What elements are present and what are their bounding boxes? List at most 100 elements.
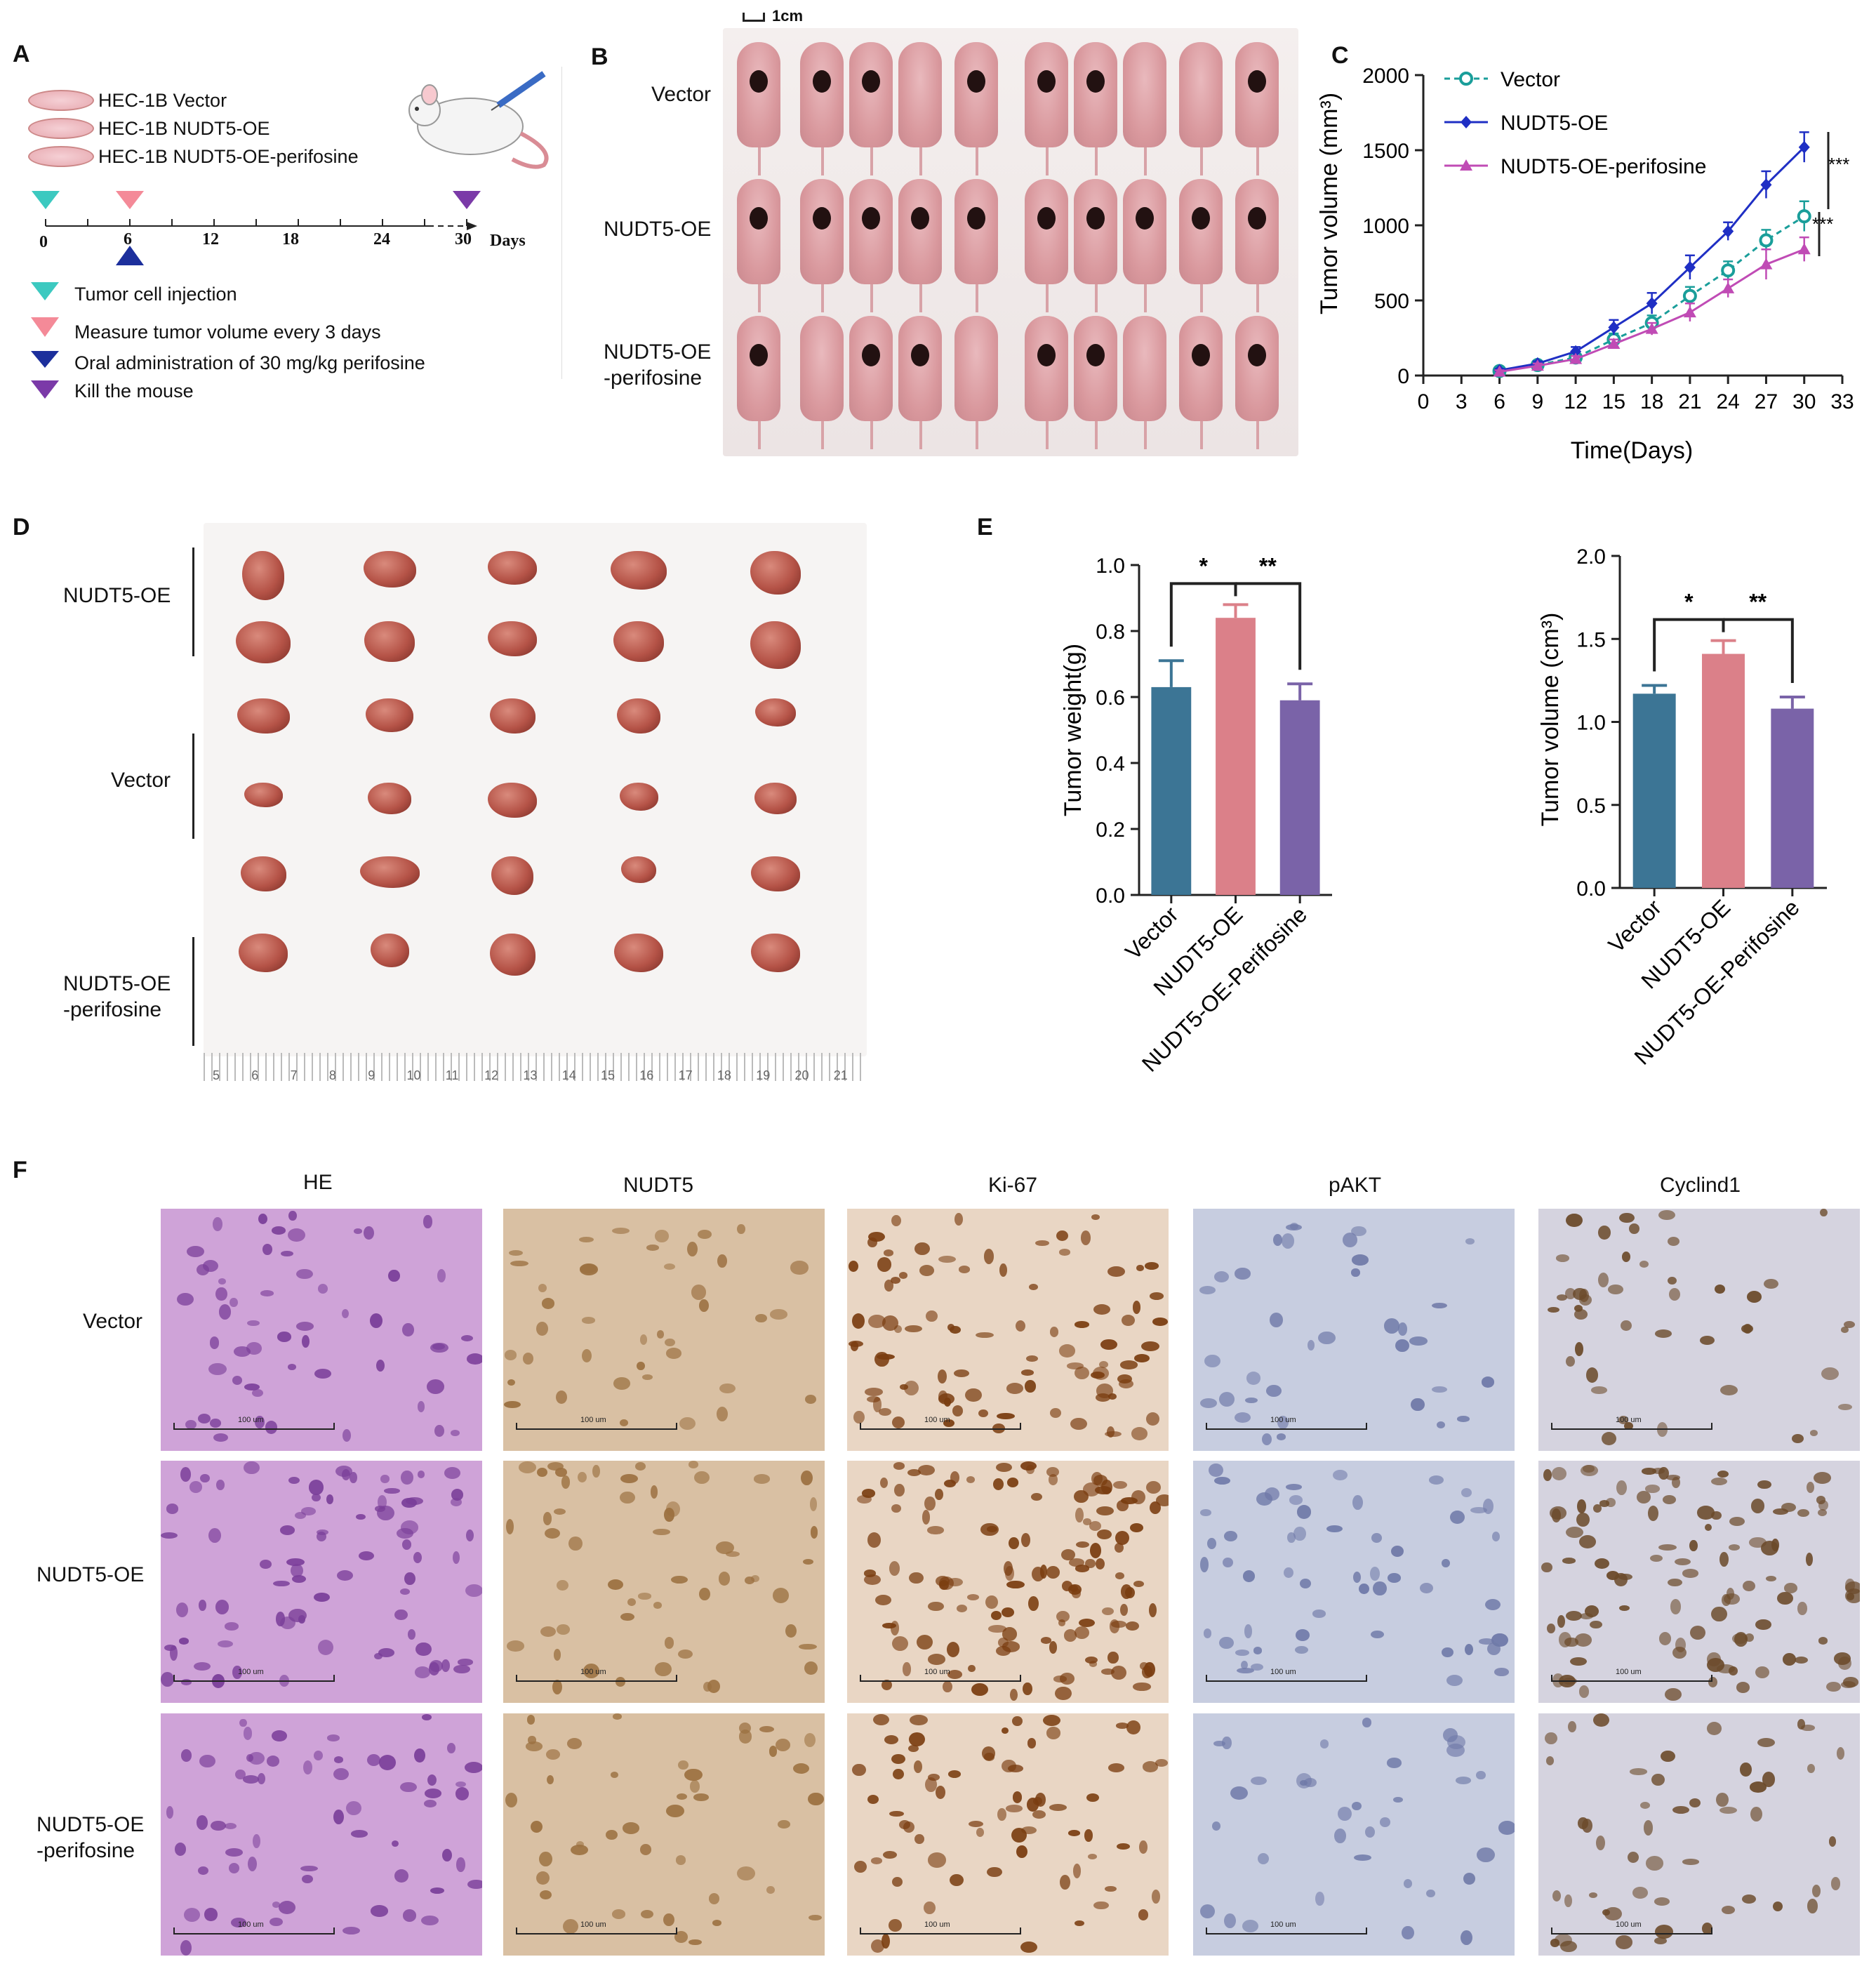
cell-nucleus xyxy=(508,1250,524,1256)
cell-nucleus xyxy=(1326,1525,1343,1532)
mouse xyxy=(1179,316,1223,421)
mouse xyxy=(954,179,998,284)
cell-nucleus xyxy=(938,1255,957,1263)
cell-nucleus xyxy=(1295,1629,1310,1641)
cell-nucleus xyxy=(995,1462,1012,1472)
cell-nucleus xyxy=(547,1462,564,1471)
cell-nucleus xyxy=(353,1228,363,1235)
cell-nucleus xyxy=(1743,1580,1756,1592)
cell-nucleus xyxy=(908,1744,919,1752)
cell-nucleus xyxy=(1837,1747,1845,1760)
cell-nucleus xyxy=(1138,1909,1148,1920)
ruler-tick-label: 6 xyxy=(251,1068,259,1082)
cell-nucleus xyxy=(402,1323,414,1336)
cell-nucleus xyxy=(180,1749,192,1762)
cell-nucleus xyxy=(1089,1661,1097,1667)
cell-nucleus xyxy=(288,1228,306,1242)
cell-nucleus xyxy=(1719,1551,1729,1567)
d-group-bracket xyxy=(192,937,194,1046)
cell-nucleus xyxy=(880,1478,889,1489)
cell-nucleus xyxy=(1619,1605,1630,1611)
row-label-perifosine-2: -perifosine xyxy=(604,366,703,390)
cell-nucleus xyxy=(402,1909,417,1922)
cell-nucleus xyxy=(539,1852,552,1867)
scale-bar xyxy=(860,1675,1021,1682)
cell-nucleus xyxy=(421,1714,432,1721)
cell-nucleus xyxy=(1218,1392,1235,1407)
cell-nucleus xyxy=(1654,1897,1670,1906)
mouse xyxy=(1025,42,1068,147)
cell-nucleus xyxy=(1498,1821,1515,1835)
cell-nucleus xyxy=(1078,1618,1096,1627)
c-data-point xyxy=(1760,178,1772,192)
ihc-image: 100 um xyxy=(161,1713,482,1956)
c-legend-label: NUDT5-OE-perifosine xyxy=(1501,155,1706,178)
cell-nucleus xyxy=(413,1551,423,1563)
c-legend-marker xyxy=(1460,159,1472,171)
cell-nucleus xyxy=(1717,1471,1729,1478)
cell-nucleus xyxy=(1632,1887,1648,1899)
ihc-image: 100 um xyxy=(1193,1713,1515,1956)
cell-nucleus xyxy=(1479,1638,1495,1645)
cell-nucleus xyxy=(639,1334,648,1345)
cell-nucleus xyxy=(715,1541,734,1554)
ihc-image: 100 um xyxy=(847,1209,1169,1451)
cell-nucleus xyxy=(922,1510,931,1525)
cell-nucleus xyxy=(1658,1210,1675,1221)
cell-nucleus xyxy=(935,1575,950,1587)
cell-nucleus xyxy=(581,1317,596,1324)
cell-nucleus xyxy=(1002,1627,1018,1641)
e-bar xyxy=(1216,618,1256,895)
cell-nucleus xyxy=(1716,1792,1729,1807)
cell-nucleus xyxy=(947,1770,962,1779)
cell-nucleus xyxy=(272,1730,287,1741)
cell-nucleus xyxy=(420,1915,439,1926)
excised-tumor xyxy=(366,698,413,732)
c-y-tick-label: 1000 xyxy=(1362,215,1409,238)
cell-nucleus xyxy=(956,1605,968,1613)
ihc-image: 100 um xyxy=(1193,1209,1515,1451)
cell-nucleus xyxy=(1245,1398,1258,1404)
cell-nucleus xyxy=(1020,1941,1038,1953)
cell-nucleus xyxy=(1574,1304,1583,1312)
cell-nucleus xyxy=(1134,1354,1150,1362)
cell-nucleus xyxy=(992,1478,1004,1490)
cell-nucleus xyxy=(1041,1637,1052,1644)
ruler-tick-label: 12 xyxy=(484,1068,499,1082)
cell-nucleus xyxy=(1699,1335,1715,1345)
cell-nucleus xyxy=(1783,1653,1797,1666)
cell-nucleus xyxy=(1066,1362,1084,1369)
cell-nucleus xyxy=(215,1599,229,1614)
cell-nucleus xyxy=(665,1348,681,1359)
cell-nucleus xyxy=(1545,1756,1555,1765)
cell-nucleus xyxy=(1797,1602,1807,1615)
cell-nucleus xyxy=(925,1310,938,1322)
e-y-tick-label: 1.0 xyxy=(1096,555,1125,578)
cell-nucleus xyxy=(401,1497,418,1508)
scale-bar xyxy=(1551,1675,1712,1682)
cell-nucleus xyxy=(1476,1770,1486,1780)
ruler-tick-label: 19 xyxy=(756,1068,771,1082)
cell-nucleus xyxy=(396,1527,414,1539)
panel-d-letter: D xyxy=(13,514,30,540)
c-data-point xyxy=(1493,365,1506,377)
scale-label: 100 um xyxy=(924,1920,950,1929)
mouse-tail xyxy=(870,147,873,175)
mouse-tail xyxy=(1200,284,1203,312)
cell-nucleus xyxy=(898,1271,908,1279)
cell-nucleus xyxy=(1393,1796,1404,1803)
cell-nucleus xyxy=(1805,1552,1813,1566)
cell-nucleus xyxy=(874,1594,892,1606)
cell-nucleus xyxy=(423,1215,432,1228)
mouse xyxy=(1074,42,1117,147)
tumor xyxy=(1037,344,1056,366)
cell-nucleus xyxy=(946,1642,959,1658)
ruler-tick-label: 13 xyxy=(523,1068,538,1082)
cell-nucleus xyxy=(1125,1621,1140,1631)
mouse xyxy=(800,316,844,421)
cell-nucleus xyxy=(1107,1393,1117,1400)
cell-nucleus xyxy=(1566,1213,1583,1228)
cell-nucleus xyxy=(279,1616,295,1630)
mouse-tail xyxy=(976,284,978,312)
scale-bar xyxy=(1206,1927,1367,1934)
